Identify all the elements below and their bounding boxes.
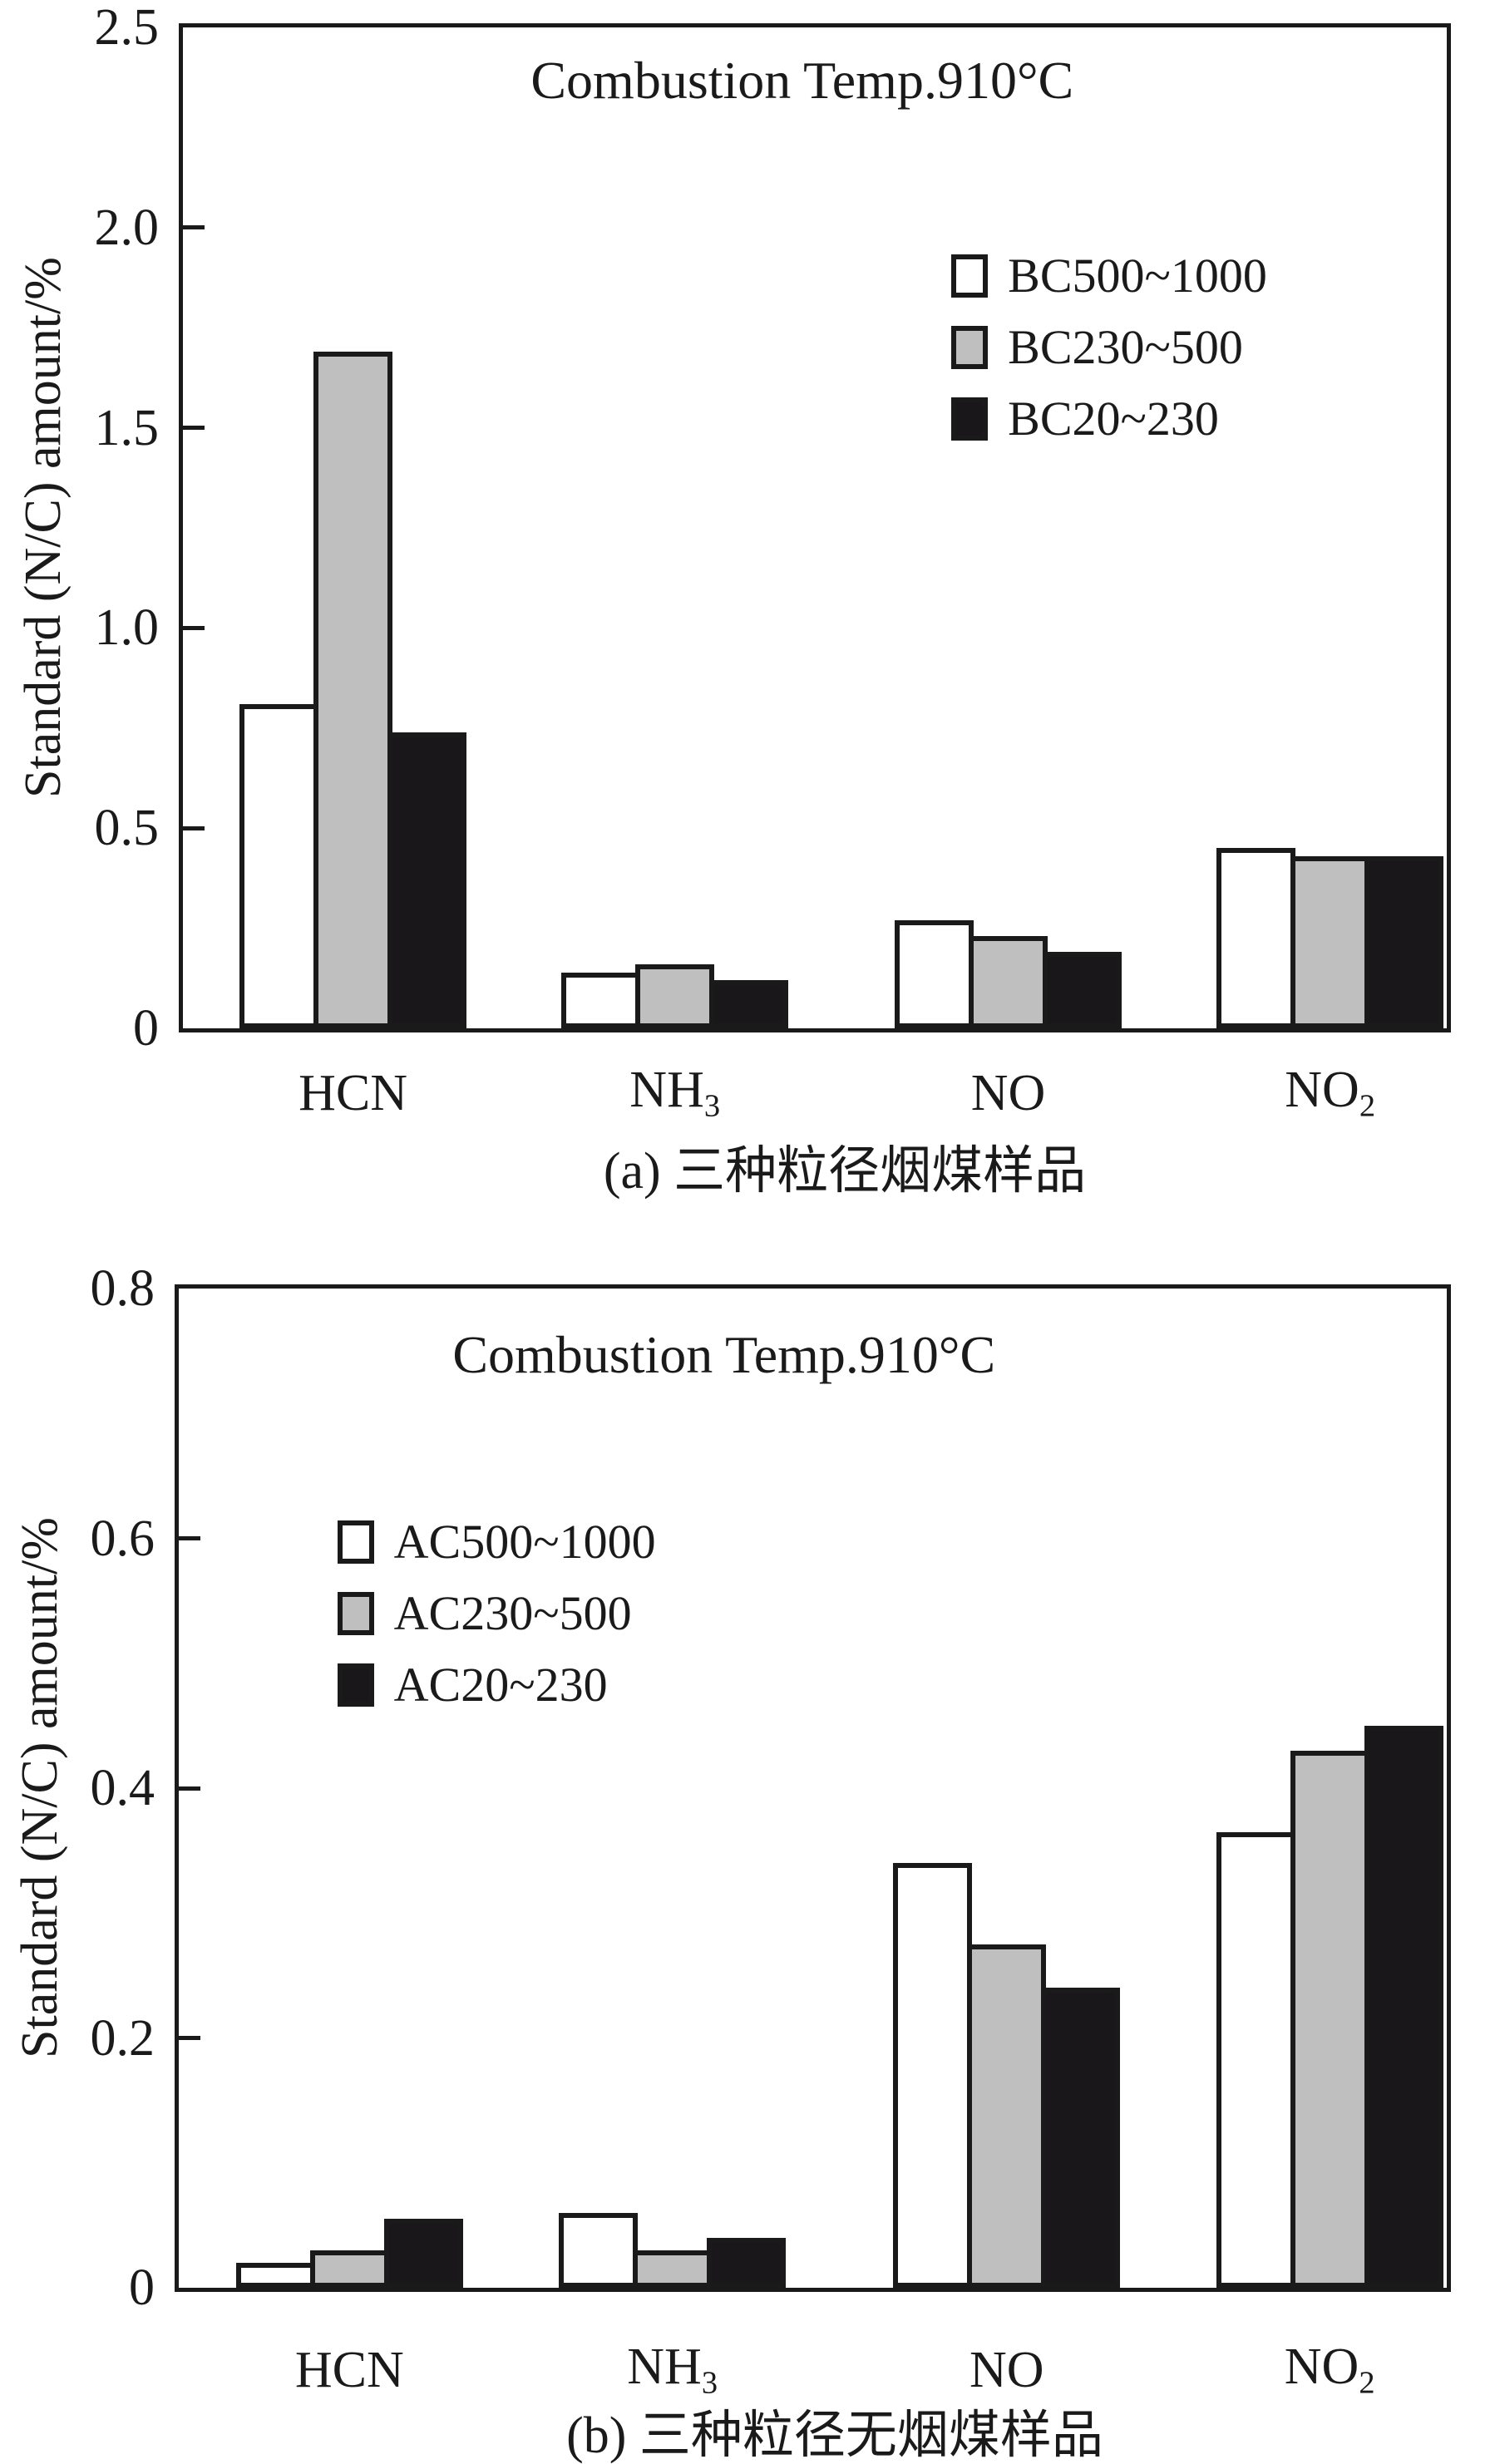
legend-item: AC500~1000 bbox=[337, 1515, 656, 1570]
legend-label: AC20~230 bbox=[393, 1658, 608, 1712]
legend-label: BC500~1000 bbox=[1008, 248, 1267, 303]
panel-caption: (a) 三种粒径烟煤样品 bbox=[603, 1143, 1087, 1200]
bar-NO2-BC20~230 bbox=[1364, 855, 1444, 1028]
y-tick-label: 0.4 bbox=[90, 1760, 155, 1816]
legend-label: AC230~500 bbox=[393, 1586, 632, 1641]
x-category-label: NO2 bbox=[1284, 2338, 1375, 2401]
bar-HCN-AC230~500 bbox=[309, 2250, 389, 2288]
bar-NO-BC20~230 bbox=[1043, 952, 1122, 1028]
y-tick-mark bbox=[183, 625, 205, 630]
legend-label: AC500~1000 bbox=[393, 1515, 656, 1570]
y-tick-mark bbox=[183, 426, 205, 431]
bar-HCN-BC230~500 bbox=[313, 352, 393, 1028]
legend-item: AC230~500 bbox=[337, 1586, 656, 1641]
x-category-label: NO2 bbox=[1285, 1062, 1376, 1124]
legend-label: BC20~230 bbox=[1008, 391, 1219, 446]
y-tick-label: 0.6 bbox=[90, 1510, 155, 1567]
bar-NH3-BC230~500 bbox=[635, 963, 715, 1028]
bar-NH3-AC500~1000 bbox=[559, 2212, 639, 2288]
bar-NO2-BC230~500 bbox=[1290, 855, 1370, 1028]
legend-item: BC20~230 bbox=[951, 391, 1267, 446]
y-tick-mark bbox=[183, 825, 205, 830]
bar-NH3-AC20~230 bbox=[707, 2237, 787, 2288]
bar-NO-AC500~1000 bbox=[893, 1863, 973, 2288]
x-category-label: NO bbox=[969, 2342, 1044, 2398]
legend: AC500~1000 AC230~500 AC20~230 bbox=[337, 1515, 656, 1712]
legend-swatch bbox=[951, 397, 989, 441]
y-tick-label: 1.5 bbox=[94, 399, 160, 456]
legend-swatch bbox=[337, 1592, 374, 1636]
legend-swatch bbox=[337, 1663, 374, 1708]
legend-swatch bbox=[337, 1520, 374, 1565]
y-tick-mark bbox=[179, 1786, 200, 1791]
legend: BC500~1000 BC230~500 BC20~230 bbox=[951, 248, 1267, 446]
y-tick-label: 0 bbox=[133, 1000, 159, 1057]
bar-HCN-AC20~230 bbox=[383, 2219, 463, 2288]
x-category-label: NO bbox=[970, 1065, 1046, 1121]
x-category-label: NH3 bbox=[627, 2338, 718, 2401]
y-tick-mark bbox=[179, 1536, 200, 1540]
bar-NO-BC230~500 bbox=[969, 936, 1048, 1028]
plot-area: Combustion Temp.910°C AC500~1000 AC230~50… bbox=[175, 1284, 1451, 2292]
y-tick-label: 0.2 bbox=[90, 2009, 155, 2067]
y-tick-label: 2.0 bbox=[94, 199, 160, 256]
x-category-label: HCN bbox=[298, 1065, 408, 1121]
y-tick-label: 0.8 bbox=[90, 1260, 155, 1317]
bar-NO2-AC20~230 bbox=[1364, 1725, 1443, 2288]
x-category-label: HCN bbox=[294, 2342, 404, 2398]
legend-item: BC500~1000 bbox=[951, 248, 1267, 303]
chart-title: Combustion Temp.910°C bbox=[530, 51, 1074, 110]
x-category-label: NH3 bbox=[629, 1062, 721, 1124]
y-tick-mark bbox=[179, 2036, 200, 2040]
legend-swatch bbox=[951, 254, 989, 298]
bar-NO2-AC500~1000 bbox=[1216, 1831, 1295, 2288]
bar-NO2-AC230~500 bbox=[1290, 1750, 1369, 2288]
y-tick-label: 1.0 bbox=[94, 599, 160, 657]
y-tick-mark bbox=[183, 225, 205, 230]
y-tick-label: 2.5 bbox=[94, 0, 160, 56]
bar-NO-AC230~500 bbox=[967, 1944, 1047, 2288]
bar-HCN-BC20~230 bbox=[387, 732, 467, 1028]
bar-NO-AC20~230 bbox=[1041, 1988, 1121, 2288]
bar-NO2-BC500~1000 bbox=[1216, 848, 1296, 1028]
y-tick-label: 0.5 bbox=[94, 800, 160, 857]
legend-item: AC20~230 bbox=[337, 1658, 656, 1712]
legend-item: BC230~500 bbox=[951, 323, 1267, 372]
legend-label: BC230~500 bbox=[1008, 319, 1243, 374]
bar-NH3-BC20~230 bbox=[709, 980, 789, 1028]
y-tick-label: 0 bbox=[129, 2259, 155, 2316]
bar-NH3-AC230~500 bbox=[633, 2250, 713, 2288]
panel-caption: (b) 三种粒径无烟煤样品 bbox=[566, 2407, 1103, 2464]
chart-title: Combustion Temp.910°C bbox=[452, 1325, 996, 1384]
legend-swatch bbox=[951, 325, 989, 369]
bar-HCN-BC500~1000 bbox=[239, 703, 319, 1028]
bar-HCN-AC500~1000 bbox=[235, 2262, 315, 2288]
y-axis-label: Standard (N/C) amount/% bbox=[12, 1517, 68, 2059]
